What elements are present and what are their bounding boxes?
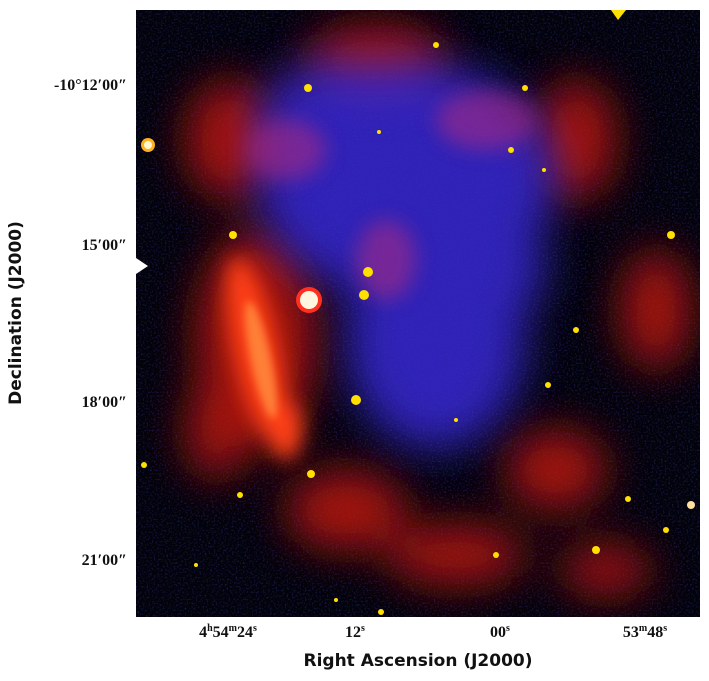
point-sources — [141, 42, 695, 615]
sky-image — [136, 10, 700, 617]
y-tick-label-3: 18′00″ — [81, 394, 127, 411]
x-tick-label-4: 53m48s — [622, 623, 668, 641]
x-tick-label-2: 12s — [345, 623, 365, 641]
bright-star-top — [611, 10, 626, 20]
y-tick-label-1: -10°12′00″ — [53, 77, 127, 94]
y-tick-label-2: 15′00″ — [81, 237, 127, 254]
y-axis-title: Declination (J2000) — [6, 221, 26, 405]
red-blue-mix — [246, 90, 536, 300]
sky-image-frame — [136, 10, 700, 617]
x-tick-label-1: 4h54m24s — [199, 623, 257, 641]
filament-core — [245, 301, 277, 419]
x-axis-title: Right Ascension (J2000) — [303, 651, 533, 671]
y-tick-label-4: 21′00″ — [81, 552, 127, 569]
x-tick-label-3: 00s — [490, 623, 510, 641]
bright-star-left — [136, 258, 148, 274]
